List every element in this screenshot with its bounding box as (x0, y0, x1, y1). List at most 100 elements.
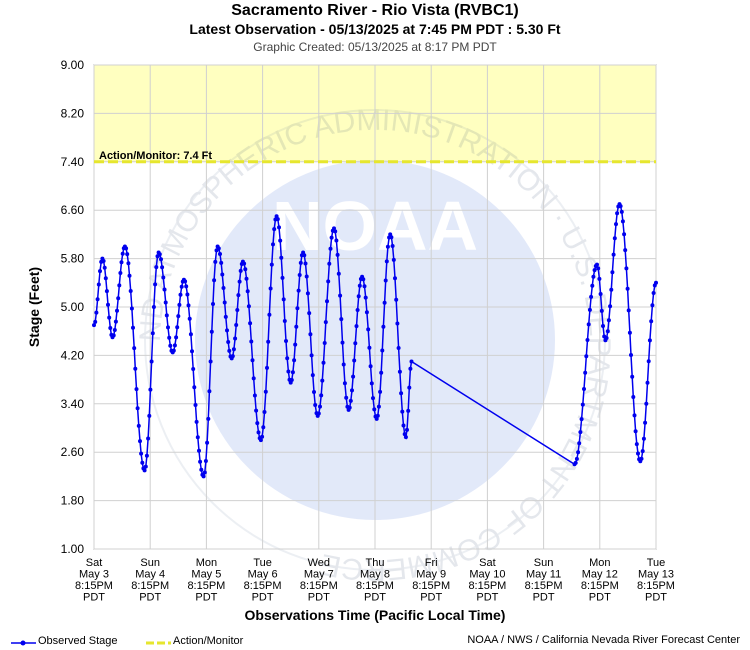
observed-point (367, 345, 372, 350)
observed-point (139, 451, 144, 456)
observed-point (309, 353, 314, 358)
observed-point (399, 391, 404, 396)
observed-point (577, 441, 582, 446)
observed-point (248, 321, 253, 326)
observed-point (583, 370, 588, 375)
observed-point (380, 348, 385, 353)
observed-point (106, 302, 110, 307)
observed-point (329, 235, 334, 240)
observed-point (235, 308, 240, 312)
observed-point (599, 308, 604, 313)
x-tick-label: Thu May 8 8:15PM PDT (356, 557, 394, 604)
observed-point (643, 420, 648, 425)
observed-point (124, 246, 129, 251)
observed-point (629, 353, 633, 357)
observed-point (172, 343, 177, 348)
observed-point (294, 324, 299, 329)
y-tick-label: 5.00 (61, 300, 85, 314)
observed-point (606, 318, 611, 323)
observed-point (267, 312, 272, 317)
observed-point (354, 324, 359, 329)
observed-point (199, 467, 204, 472)
observed-point (233, 336, 238, 341)
observed-point (243, 267, 248, 272)
observed-point (147, 413, 152, 418)
observed-point (203, 459, 208, 463)
observed-point (177, 302, 182, 307)
observed-point (136, 423, 141, 428)
observed-point (242, 261, 247, 266)
observed-point (372, 407, 377, 412)
y-tick-label: 4.20 (61, 348, 85, 362)
observed-point (209, 329, 214, 334)
observed-point (303, 261, 308, 266)
legend-observed-symbol (11, 640, 36, 646)
observed-point (225, 328, 229, 333)
observed-point (160, 265, 165, 270)
observed-point (94, 310, 99, 315)
observed-point (185, 292, 190, 297)
observed-point (624, 266, 629, 271)
observed-point (219, 260, 224, 265)
observed-point (319, 393, 324, 398)
observed-point (175, 325, 180, 330)
observed-point (149, 359, 154, 364)
observed-point (134, 387, 139, 392)
observed-point (193, 403, 198, 407)
observed-point (353, 341, 358, 346)
observed-point (649, 319, 654, 324)
observed-point (223, 314, 228, 319)
observed-point (647, 338, 652, 343)
observed-point (295, 306, 300, 311)
observed-point (586, 322, 591, 327)
observed-point (135, 406, 140, 411)
observed-point (262, 410, 267, 414)
observed-point (187, 316, 192, 321)
observed-point (250, 358, 255, 363)
observed-point (92, 323, 96, 328)
observed-point (282, 319, 287, 323)
observed-point (654, 280, 658, 285)
x-tick-label: Tue May 13 8:15PM PDT (637, 557, 675, 604)
observed-point (305, 291, 310, 296)
observed-point (143, 464, 148, 469)
latest-observation: Latest Observation - 05/13/2025 at 7:45 … (189, 21, 561, 37)
x-tick-label: Sun May 11 8:15PM PDT (525, 557, 563, 604)
observed-point (265, 365, 269, 370)
observed-point (579, 417, 584, 422)
y-tick-label: 3.40 (61, 397, 85, 411)
observed-point (271, 242, 275, 247)
observed-point (237, 279, 242, 284)
observed-point (391, 257, 396, 262)
observed-point (184, 284, 189, 289)
observed-point (286, 369, 291, 374)
observed-point (98, 269, 102, 274)
observed-point (111, 333, 116, 338)
observed-point (249, 339, 254, 344)
observed-point (176, 314, 181, 319)
observed-point (146, 436, 151, 441)
observed-point (140, 460, 145, 465)
observed-point (280, 275, 285, 280)
observed-point (227, 348, 232, 353)
x-tick-label: Fri May 9 8:15PM PDT (412, 557, 450, 604)
observed-point (573, 460, 578, 465)
observed-point (313, 403, 318, 407)
observed-point (598, 292, 603, 296)
observed-point (589, 294, 594, 299)
action-monitor-label: Action/Monitor: 7.4 Ft (99, 150, 212, 162)
observed-point (205, 440, 210, 445)
observed-point (260, 434, 265, 439)
observed-point (361, 277, 366, 282)
observed-point (378, 389, 383, 394)
observed-point (604, 336, 609, 340)
observed-point (323, 320, 328, 325)
observed-point (627, 330, 632, 335)
observed-point (615, 211, 620, 216)
x-tick-label: Mon May 12 8:15PM PDT (581, 557, 619, 604)
observed-point (278, 238, 283, 243)
observed-point (138, 439, 142, 444)
observed-point (383, 278, 388, 283)
graphic-created: Graphic Created: 05/13/2025 at 8:17 PM P… (253, 40, 497, 54)
